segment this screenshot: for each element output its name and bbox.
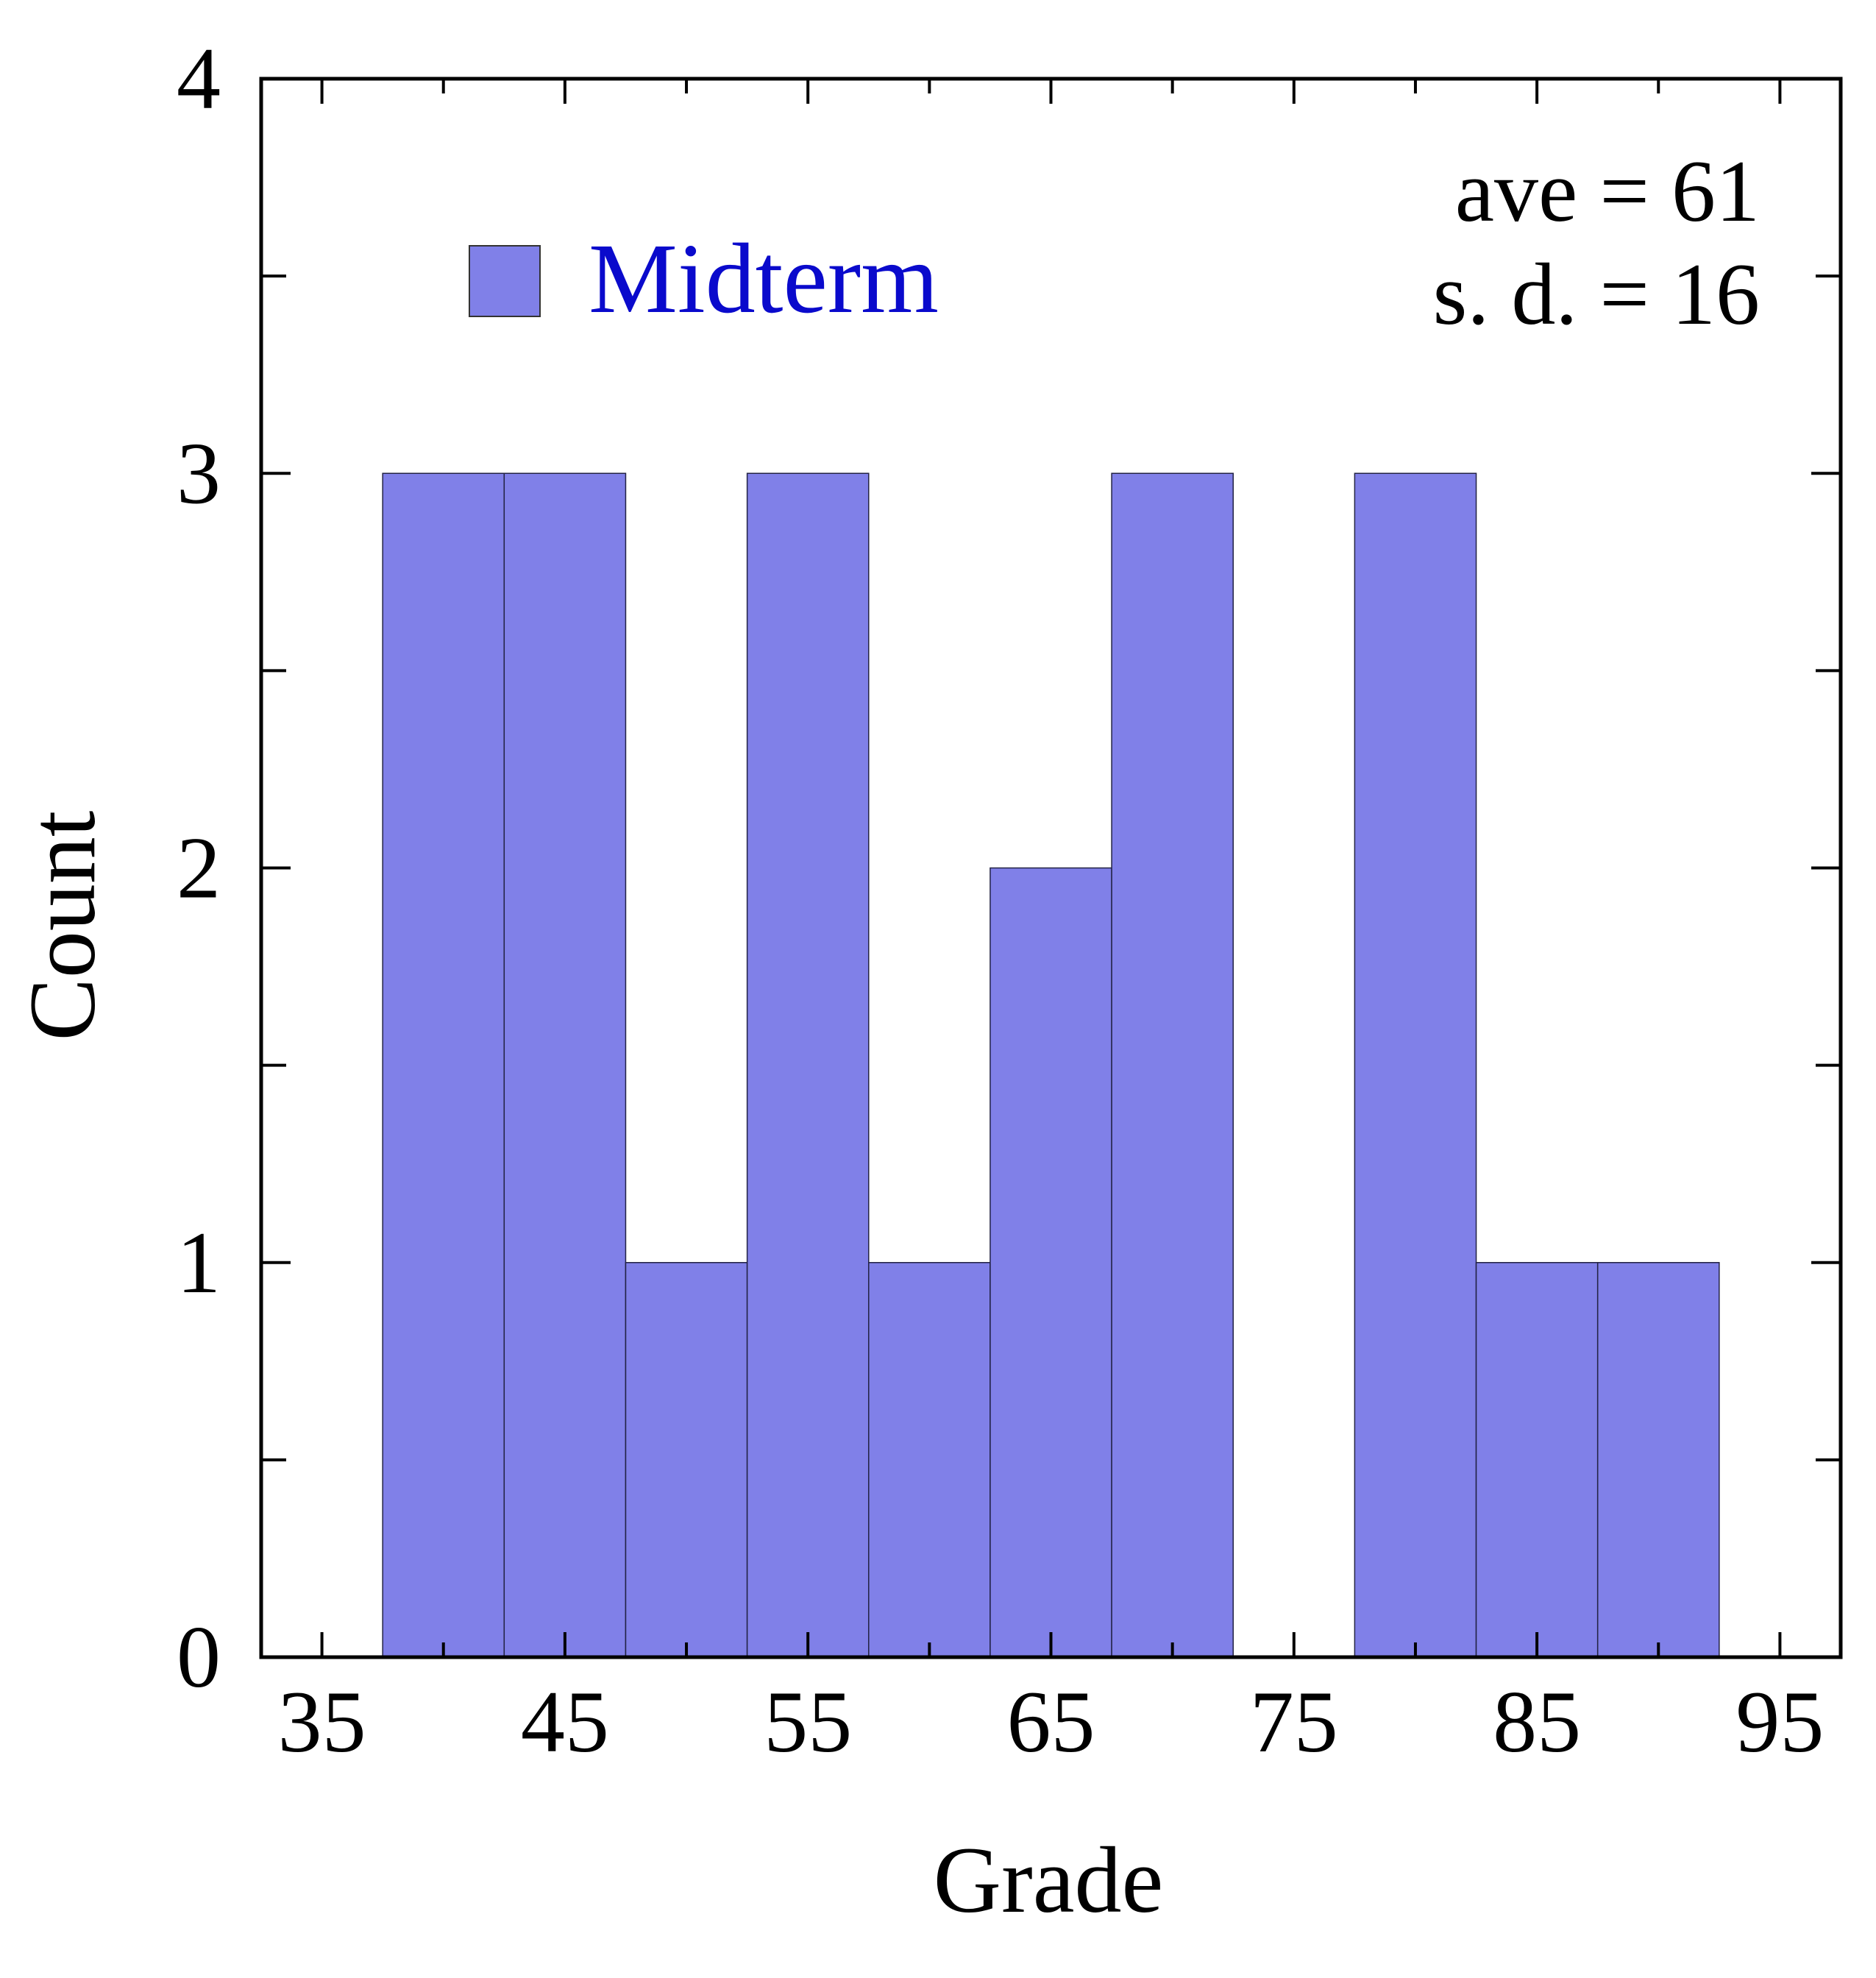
histogram-bar-9 — [1475, 1262, 1599, 1658]
histogram-bar-8 — [1354, 472, 1477, 1658]
histogram-bar-5 — [989, 867, 1112, 1658]
y-tick-label: 2 — [177, 819, 221, 917]
x-tick-label: 55 — [764, 1673, 852, 1770]
legend: Midterm — [469, 224, 939, 334]
y-tick-label: 4 — [177, 29, 221, 127]
x-tick-label: 95 — [1735, 1673, 1824, 1770]
x-tick-label: 75 — [1250, 1673, 1338, 1770]
histogram-bar-10 — [1596, 1262, 1720, 1658]
ticks-group — [261, 77, 1841, 1659]
tick-labels-group: 35 45 55 65 75 85 95 0 1 2 3 4 — [177, 29, 1824, 1770]
y-tick-label: 0 — [177, 1608, 221, 1706]
bars-group — [382, 472, 1720, 1658]
plot-frame — [259, 77, 1843, 1659]
stats-average: ave = 61 — [1455, 142, 1760, 240]
histogram-bar-4 — [868, 1262, 991, 1658]
legend-swatch — [469, 245, 541, 317]
x-tick-label: 85 — [1493, 1673, 1581, 1770]
y-tick-label: 3 — [177, 424, 221, 522]
legend-label: Midterm — [589, 224, 939, 334]
x-tick-label: 35 — [278, 1673, 366, 1770]
histogram-bar-6 — [1111, 472, 1234, 1658]
histogram-bar-0 — [382, 472, 505, 1658]
histogram-bar-2 — [625, 1262, 748, 1658]
y-axis-title: Count — [10, 811, 115, 1041]
y-tick-label: 1 — [177, 1213, 221, 1311]
x-tick-label: 45 — [521, 1673, 609, 1770]
histogram-bar-3 — [746, 472, 870, 1658]
stats-std-dev: s. d. = 16 — [1433, 245, 1760, 343]
histogram-bar-1 — [503, 472, 627, 1658]
x-tick-label: 65 — [1007, 1673, 1095, 1770]
x-axis-title: Grade — [934, 1828, 1164, 1932]
stats-annotation: ave = 61 s. d. = 16 — [1433, 142, 1760, 343]
